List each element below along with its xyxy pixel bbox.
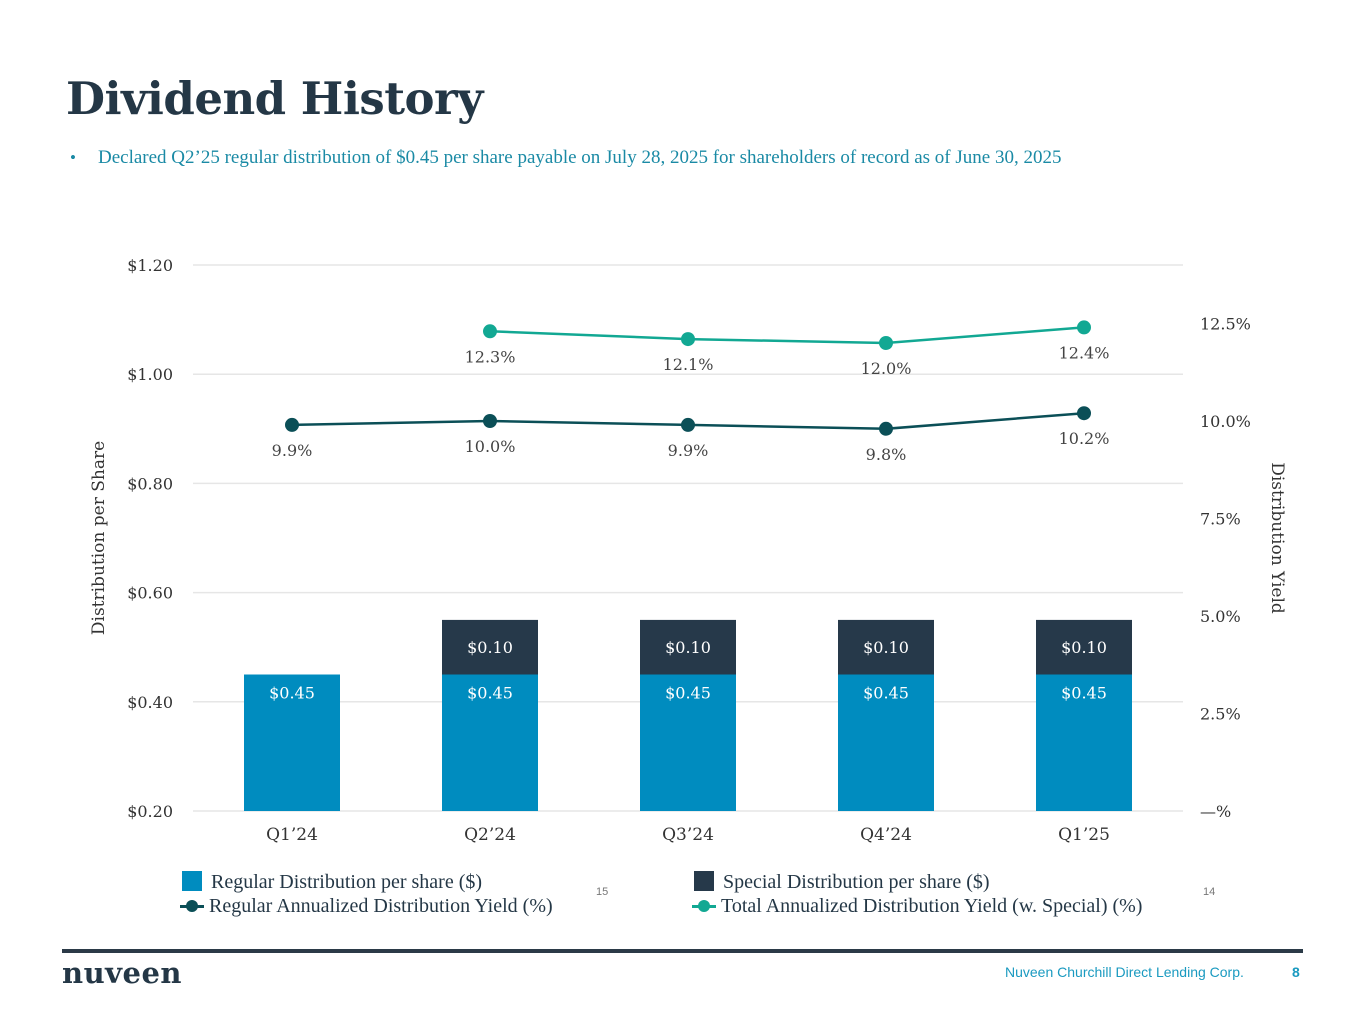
- y-left-tick-label: $1.00: [127, 365, 173, 384]
- bar-label-special: $0.10: [467, 638, 513, 657]
- legend-item-special-distribution: Special Distribution per share ($): [694, 871, 990, 894]
- bar-label-regular: $0.45: [1061, 684, 1107, 703]
- page-title: Dividend History: [66, 72, 483, 125]
- y-right-tick-label: 5.0%: [1200, 607, 1241, 626]
- bullet-marker: •: [70, 148, 76, 167]
- footnote-marker: 15: [596, 886, 609, 898]
- bar-regular-distribution: [442, 674, 538, 811]
- regular-yield-line-dot-icon: [180, 899, 204, 913]
- bar-label-special: $0.10: [665, 638, 711, 657]
- footer-divider: [62, 949, 1303, 953]
- total-yield-point: [879, 336, 893, 350]
- dividend-chart: $0.20 $0.40 $0.60 $0.80 $1.00 $1.20 —% 2.5% 5.0%…: [89, 256, 1287, 845]
- y-left-axis-title: Distribution per Share: [89, 441, 109, 635]
- regular-distribution-swatch-icon: [182, 871, 202, 891]
- y-left-tick-label: $0.80: [127, 474, 173, 493]
- bar-special-distribution: [640, 619, 736, 675]
- y-right-axis-title: Distribution Yield: [1267, 462, 1287, 614]
- legend-item-regular-distribution: Regular Distribution per share ($): [182, 871, 482, 894]
- special-distribution-swatch-icon: [694, 871, 714, 891]
- bullet-item: • Declared Q2’25 regular distribution of …: [70, 147, 1061, 169]
- bar-label-regular: $0.45: [665, 684, 711, 703]
- regular-yield-point: [285, 417, 299, 432]
- regular-yield-point: [483, 414, 497, 428]
- y-right-tick-label: 2.5%: [1200, 705, 1241, 724]
- bar-regular-distribution: [838, 674, 934, 811]
- bar-special-distribution: [1036, 619, 1132, 675]
- page-number: 8: [1292, 964, 1300, 980]
- y-right-tick-label: 12.5%: [1200, 315, 1251, 334]
- bar-regular-distribution: [640, 674, 736, 811]
- y-right-tick-label: —%: [1200, 802, 1231, 821]
- legend-item-total-yield: Total Annualized Distribution Yield (w. …: [692, 895, 1142, 918]
- total-yield-data-label: 12.1%: [663, 355, 714, 374]
- x-tick-label: Q2’24: [464, 825, 516, 845]
- y-left-tick-label: $1.20: [127, 256, 173, 275]
- total-yield-point: [681, 332, 695, 347]
- regular-yield-data-label: 10.0%: [465, 437, 516, 456]
- legend-label: Regular Annualized Distribution Yield (%…: [209, 895, 553, 917]
- bar-label-regular: $0.45: [863, 684, 909, 703]
- regular-yield-point: [681, 417, 695, 432]
- regular-yield-data-label: 9.9%: [272, 441, 313, 460]
- y-right-tick-label: 7.5%: [1200, 510, 1241, 529]
- regular-yield-point: [879, 421, 893, 436]
- y-left-tick-label: $0.40: [127, 693, 173, 712]
- total-yield-data-label: 12.0%: [861, 359, 912, 378]
- total-yield-point: [483, 324, 497, 339]
- total-yield-line: [489, 326, 1085, 345]
- regular-yield-data-label: 10.2%: [1059, 429, 1110, 448]
- bar-label-special: $0.10: [863, 638, 909, 657]
- total-yield-point: [1077, 320, 1091, 335]
- footnote-marker: 14: [1203, 886, 1216, 898]
- legend-label: Total Annualized Distribution Yield (w. …: [721, 895, 1143, 917]
- x-tick-label: Q4’24: [860, 825, 912, 845]
- total-yield-data-label: 12.3%: [465, 347, 516, 366]
- regular-yield-data-label: 9.9%: [668, 441, 709, 460]
- y-left-tick-label: $0.60: [127, 584, 173, 603]
- x-tick-label: Q3’24: [662, 825, 714, 845]
- regular-yield-data-label: 9.8%: [866, 445, 907, 464]
- y-right-tick-label: 10.0%: [1200, 412, 1251, 431]
- bar-regular-distribution: [244, 674, 340, 811]
- x-tick-label: Q1’24: [266, 825, 318, 845]
- regular-yield-point: [1077, 406, 1091, 421]
- total-yield-line-dot-icon: [692, 899, 716, 913]
- company-name: Nuveen Churchill Direct Lending Corp.: [1005, 964, 1244, 980]
- bullet-text: Declared Q2’25 regular distribution of $…: [98, 147, 1062, 168]
- bar-label-regular: $0.45: [269, 684, 315, 703]
- bar-label-special: $0.10: [1061, 638, 1107, 657]
- bar-label-regular: $0.45: [467, 684, 513, 703]
- y-left-tick-label: $0.20: [127, 802, 173, 821]
- total-yield-data-label: 12.4%: [1059, 343, 1110, 362]
- nuveen-logo: nuveen: [62, 956, 183, 990]
- bar-special-distribution: [838, 619, 934, 675]
- x-tick-label: Q1’25: [1058, 825, 1110, 845]
- bar-special-distribution: [442, 619, 538, 675]
- legend-label: Regular Distribution per share ($): [211, 871, 483, 893]
- bar-regular-distribution: [1036, 674, 1132, 811]
- legend-label: Special Distribution per share ($): [723, 871, 990, 893]
- legend-item-regular-yield: Regular Annualized Distribution Yield (%…: [180, 895, 553, 918]
